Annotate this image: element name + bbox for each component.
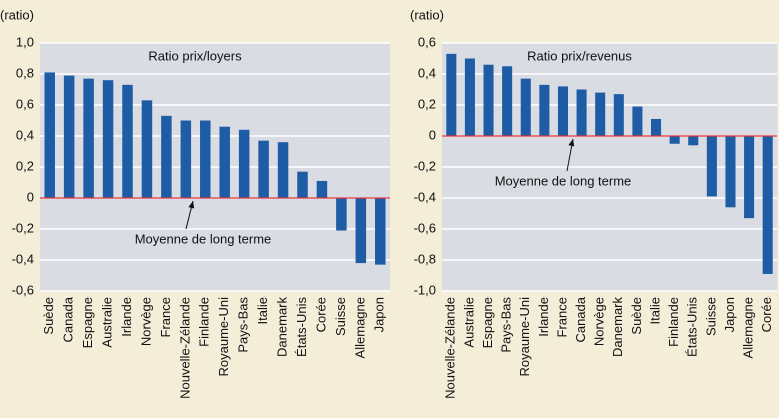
x-tick-label: Irlande <box>119 297 134 337</box>
bar <box>446 53 457 136</box>
x-tick-label: Espagne <box>480 297 495 348</box>
y-tick-label: -0,2 <box>12 220 34 235</box>
x-tick-label: Italie <box>647 297 662 324</box>
bar <box>44 72 55 198</box>
x-tick-label: Pays-Bas <box>236 297 251 353</box>
arrow-head <box>188 201 195 209</box>
x-tick-label: Allemagne <box>741 297 756 358</box>
bar <box>200 120 211 198</box>
y-tick-label: -0,2 <box>414 158 436 173</box>
bar <box>651 118 662 136</box>
bar <box>375 198 386 265</box>
bar <box>63 75 75 198</box>
y-tick-label: -0,4 <box>12 251 34 266</box>
x-tick-label: Royaume-Uni <box>216 297 231 377</box>
y-tick-label: 0,8 <box>16 65 34 80</box>
chart-title: Ratio prix/loyers <box>148 48 242 63</box>
y-tick-label: -0,8 <box>414 251 436 266</box>
x-tick-label: États-Unis <box>294 297 309 357</box>
bar <box>83 78 94 198</box>
x-tick-label: Norvège <box>138 297 153 346</box>
x-tick-label: Corée <box>759 297 774 332</box>
bar <box>297 171 308 198</box>
x-tick-label: Nouvelle-Zélande <box>177 297 192 399</box>
x-tick-label: Suisse <box>333 297 348 336</box>
bar <box>744 136 755 219</box>
bar <box>258 140 269 198</box>
bar <box>180 120 192 198</box>
x-tick-label: Irlande <box>536 297 551 337</box>
bar <box>688 136 699 146</box>
y-tick-label: -0,4 <box>414 189 436 204</box>
bar <box>219 126 230 198</box>
x-tick-label: Royaume-Uni <box>517 297 532 377</box>
bar <box>706 136 717 197</box>
bar <box>576 89 587 136</box>
bar <box>316 180 328 198</box>
x-tick-label: Japon <box>372 297 387 332</box>
x-tick-label: Suède <box>629 297 644 335</box>
bar <box>102 80 114 198</box>
bar <box>613 94 624 136</box>
x-tick-label: Nouvelle-Zélande <box>443 297 458 399</box>
x-tick-label: France <box>158 297 173 337</box>
bar <box>539 84 550 136</box>
x-tick-label: Finlande <box>197 297 212 347</box>
y-axis-label: (ratio) <box>0 7 34 22</box>
x-tick-label: Finlande <box>666 297 681 347</box>
bar <box>122 84 133 198</box>
bar <box>669 136 680 144</box>
bar <box>483 64 494 136</box>
x-tick-label: Canada <box>573 296 588 342</box>
y-tick-label: 0,6 <box>418 34 436 49</box>
x-tick-label: Espagne <box>80 297 95 348</box>
y-tick-label: 0,2 <box>418 96 436 111</box>
x-tick-label: Suisse <box>703 297 718 336</box>
x-tick-label: Italie <box>255 297 270 324</box>
x-tick-label: Australie <box>461 297 476 348</box>
y-tick-label: 0 <box>429 127 436 142</box>
bar <box>141 100 153 198</box>
chart-title: Ratio prix/revenus <box>527 48 632 63</box>
y-tick-label: -1,0 <box>414 282 436 297</box>
bar <box>725 136 736 208</box>
x-tick-label: France <box>554 297 569 337</box>
x-tick-label: Danemark <box>610 297 625 357</box>
bar <box>520 78 531 136</box>
y-tick-label: -0,6 <box>414 220 436 235</box>
x-tick-label: Allemagne <box>352 297 367 358</box>
y-tick-label: 0,4 <box>418 65 436 80</box>
x-tick-label: Canada <box>61 296 76 342</box>
bar <box>336 198 347 231</box>
x-tick-label: Australie <box>99 297 114 348</box>
bar <box>355 198 367 264</box>
x-tick-label: Corée <box>313 297 328 332</box>
bar <box>238 129 250 198</box>
y-tick-label: -0,6 <box>12 282 34 297</box>
bar <box>632 106 643 136</box>
y-tick-label: 0,6 <box>16 96 34 111</box>
x-tick-label: Japon <box>722 297 737 332</box>
bar <box>502 66 513 136</box>
arrow-head <box>568 139 575 147</box>
bar <box>595 92 606 136</box>
bar <box>277 142 289 198</box>
y-tick-label: 0 <box>27 189 34 204</box>
y-tick-label: 0,2 <box>16 158 34 173</box>
x-tick-label: Suède <box>41 297 56 335</box>
bar <box>762 136 773 274</box>
y-axis-label: (ratio) <box>410 7 444 22</box>
y-tick-label: 0,4 <box>16 127 34 142</box>
x-tick-label: Norvège <box>592 297 607 346</box>
x-tick-label: Danemark <box>274 297 289 357</box>
annotation: Moyenne de long terme <box>135 231 272 246</box>
y-tick-label: 1,0 <box>16 34 34 49</box>
x-tick-label: États-Unis <box>685 297 700 357</box>
bar <box>557 86 568 136</box>
x-tick-label: Pays-Bas <box>499 297 514 353</box>
bar <box>161 115 172 198</box>
bar <box>464 58 475 136</box>
annotation: Moyenne de long terme <box>495 173 632 188</box>
